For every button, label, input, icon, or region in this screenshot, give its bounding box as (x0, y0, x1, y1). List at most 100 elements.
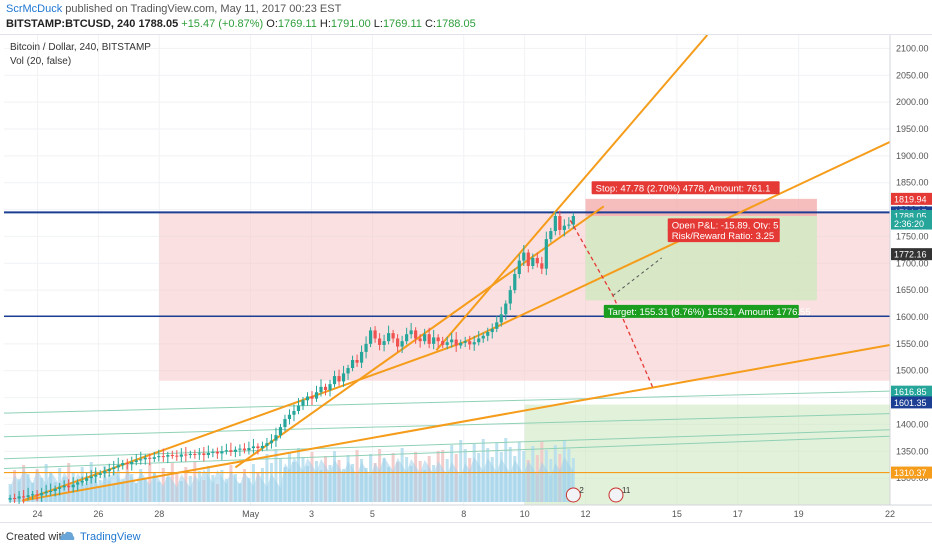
price-tick-label: 1400.00 (896, 419, 929, 429)
candle-body (139, 459, 143, 461)
tradingview-logo-icon[interactable] (58, 529, 76, 543)
candle-body (188, 453, 192, 456)
candle-body (170, 455, 174, 457)
publish-info: ScrMcDuck published on TradingView.com, … (6, 3, 341, 15)
price-tag[interactable] (891, 192, 932, 205)
time-tick-label: 28 (154, 509, 164, 519)
time-tick-label: 22 (885, 509, 895, 519)
trend-line[interactable] (435, 34, 709, 351)
close-value: 1788.05 (435, 18, 476, 30)
candle-body (414, 330, 418, 339)
price-axis-bg (890, 35, 932, 505)
candle-body (405, 334, 409, 342)
price-tag[interactable] (891, 217, 932, 230)
price-tag-label: 1788.05 (894, 211, 927, 221)
last-price: 1788.05 (138, 18, 179, 30)
candle-body (112, 467, 116, 470)
candle-body (22, 496, 26, 498)
candle-body (400, 341, 404, 347)
candle-body (571, 216, 575, 225)
candle-body (350, 359, 355, 369)
price-tag[interactable] (891, 248, 932, 261)
price-tag[interactable] (891, 396, 932, 409)
candle-body (387, 333, 391, 342)
price-tag-label: 2:36:20 (894, 219, 924, 229)
risk-reward-label-bg[interactable] (667, 229, 780, 243)
candle-body (17, 496, 21, 499)
candle-body (468, 341, 472, 345)
price-axis[interactable]: 1300.001350.001400.001450.001500.001550.… (889, 35, 932, 505)
volume-bar (278, 458, 282, 502)
candle-body (143, 457, 147, 460)
price-chart[interactable]: Stop: 47.78 (2.70%) 4778, Amount: 761.1 O… (0, 34, 932, 522)
candle-body (206, 452, 210, 456)
channel-line[interactable] (3, 435, 891, 469)
price-tag[interactable] (891, 385, 932, 398)
author-link[interactable]: ScrMcDuck (6, 3, 63, 15)
price-tick-label: 1650.00 (896, 285, 929, 295)
tradingview-brand[interactable]: TradingView (80, 531, 141, 543)
candle-body (179, 454, 183, 457)
candle-body (490, 328, 494, 333)
candle-body (98, 473, 102, 475)
price-tick-label: 1850.00 (896, 178, 929, 188)
legend-title: Bitcoin / Dollar, 240, BITSTAMP (10, 42, 151, 53)
candle-body (256, 446, 260, 449)
candle-body (495, 322, 499, 329)
price-tick-label: 1900.00 (896, 151, 929, 161)
event-marker-icon[interactable] (565, 487, 581, 503)
volume-bar (148, 464, 152, 502)
candle-body (130, 462, 134, 465)
price-tag[interactable] (891, 466, 932, 479)
time-tick-label: 24 (32, 509, 42, 519)
trend-lines[interactable] (3, 34, 891, 502)
stop-label-bg[interactable] (591, 181, 780, 195)
low-label: L: (373, 18, 383, 30)
trend-line[interactable] (234, 205, 605, 469)
candle-body (283, 419, 287, 428)
candle-body (540, 263, 544, 269)
candle-body (247, 448, 251, 451)
candle-body (76, 482, 80, 485)
candle-body (242, 448, 247, 451)
candle-body (26, 495, 30, 497)
candle-body (8, 498, 12, 500)
time-axis[interactable]: 24 26 28 May 3 5 8 10 12 15 17 19 22 (0, 504, 932, 519)
candle-body (409, 330, 413, 335)
candle-body (332, 376, 337, 385)
candle-body (535, 257, 539, 264)
target-label-bg[interactable] (603, 304, 799, 318)
pnl-label-bg[interactable] (667, 218, 780, 232)
time-tick-label: 26 (93, 509, 103, 519)
channel-line[interactable] (3, 390, 891, 414)
chart-area[interactable]: Stop: 47.78 (2.70%) 4778, Amount: 761.1 O… (0, 34, 932, 522)
candle-body (233, 449, 237, 452)
symbol-label[interactable]: BITSTAMP:BTCUSD, 240 (6, 18, 136, 30)
event-marker-icon[interactable] (608, 487, 624, 503)
candle-body (269, 440, 274, 444)
high-label: H: (319, 18, 331, 30)
candle-body (211, 451, 215, 453)
candle-body (526, 252, 530, 266)
annotations[interactable]: Stop: 47.78 (2.70%) 4778, Amount: 761.1 O… (565, 181, 811, 503)
time-tick-label: 3 (309, 509, 314, 519)
candle-body (238, 448, 242, 450)
candle-body (175, 455, 179, 457)
candle-body (328, 384, 332, 391)
candle-body (103, 471, 107, 474)
candle-body (121, 463, 125, 466)
time-tick-label: 19 (794, 509, 804, 519)
event-marker-count: 11 (622, 486, 631, 495)
trend-line[interactable] (22, 343, 891, 502)
price-tag-label: 1601.35 (894, 398, 927, 408)
candle-body (513, 274, 517, 291)
candle-body (504, 303, 508, 315)
candle-body (80, 480, 84, 483)
time-tick-label: 15 (672, 509, 682, 519)
candle-body (193, 453, 197, 455)
high-value: 1791.00 (330, 18, 371, 30)
candle-body (148, 457, 152, 459)
time-tick-label: 5 (370, 509, 375, 519)
candle-body (53, 488, 57, 492)
candle-body (319, 386, 323, 393)
